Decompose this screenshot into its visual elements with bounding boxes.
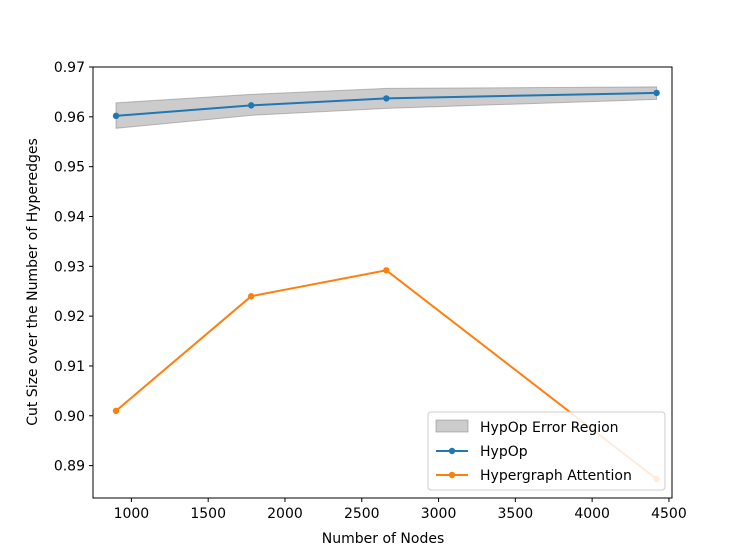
y-tick-label: 0.90 bbox=[54, 409, 85, 425]
x-tick-label: 1000 bbox=[114, 506, 150, 522]
legend-swatch-error-region bbox=[435, 419, 469, 433]
y-tick-label: 0.94 bbox=[54, 209, 85, 225]
x-tick-label: 1500 bbox=[190, 506, 226, 522]
y-tick-label: 0.93 bbox=[54, 259, 85, 275]
x-axis-label: Number of Nodes bbox=[322, 531, 444, 547]
x-tick-label: 3000 bbox=[421, 506, 457, 522]
data-point bbox=[383, 95, 390, 102]
legend-swatch-marker-1 bbox=[448, 471, 456, 479]
legend-label-error-region: HypOp Error Region bbox=[480, 420, 619, 436]
x-tick-label: 4000 bbox=[574, 506, 610, 522]
legend-swatch-marker-0 bbox=[448, 447, 456, 455]
legend-label-0: HypOp bbox=[480, 444, 528, 460]
legend-label-1: Hypergraph Attention bbox=[480, 468, 632, 484]
y-tick-label: 0.92 bbox=[54, 309, 85, 325]
data-point bbox=[653, 89, 660, 97]
series-line-1 bbox=[115, 269, 658, 480]
plot-area bbox=[112, 86, 660, 483]
y-tick-label: 0.95 bbox=[54, 160, 85, 176]
y-tick-label: 0.97 bbox=[54, 60, 85, 76]
data-point bbox=[112, 407, 120, 415]
error-region-band bbox=[115, 86, 658, 129]
data-point bbox=[247, 293, 255, 300]
x-tick-label: 4500 bbox=[651, 506, 687, 522]
y-tick-label: 0.89 bbox=[54, 459, 85, 475]
axes: 1000 1500 2000 2500 3000 3500 4000 4500 0.89 0.90… bbox=[54, 60, 687, 522]
x-tick-label: 2500 bbox=[344, 506, 380, 522]
y-tick-label: 0.96 bbox=[54, 110, 85, 126]
y-axis-label: Cut Size over the Number of Hyperedges bbox=[25, 138, 41, 426]
x-tick-label: 3500 bbox=[498, 506, 534, 522]
data-point bbox=[112, 112, 120, 120]
axes-frame bbox=[92, 66, 673, 499]
legend-box bbox=[427, 411, 666, 491]
legend: HypOp Error Region HypOp Hypergraph Attent… bbox=[427, 411, 666, 491]
x-tick-label: 2000 bbox=[267, 506, 303, 522]
y-tick-label: 0.91 bbox=[54, 359, 85, 375]
data-point bbox=[247, 102, 255, 109]
series-line-0 bbox=[115, 91, 657, 117]
data-point bbox=[383, 267, 390, 274]
